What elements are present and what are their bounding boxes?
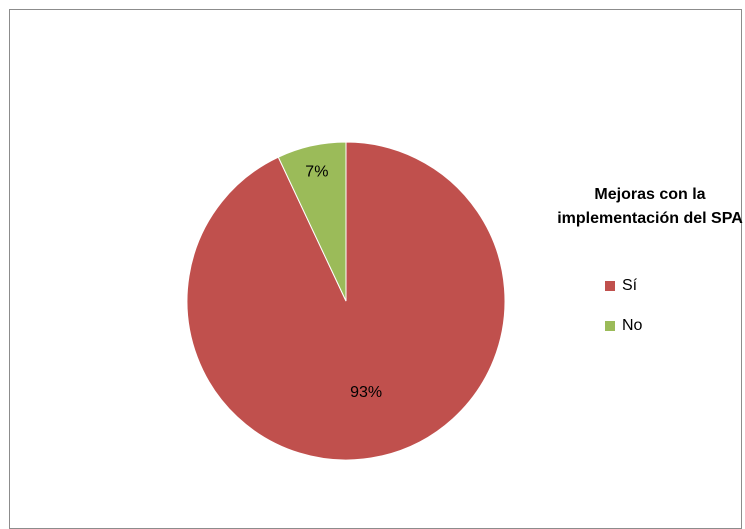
pie-data-labels: 93% 7% <box>305 164 382 401</box>
legend-label-no: No <box>622 317 643 334</box>
legend-item-si: Sí <box>605 276 637 296</box>
data-label-no: 7% <box>305 164 328 181</box>
pie-slice-no <box>277 141 347 302</box>
legend-swatch-no <box>605 321 615 331</box>
legend-title: Mejoras con la implementación del SPA <box>557 186 743 227</box>
legend-item-no: No <box>605 316 642 336</box>
legend-swatch-si <box>605 281 615 291</box>
pie-chart: 93% 7% <box>186 141 506 461</box>
pie-slices <box>186 141 506 461</box>
data-label-si: 93% <box>350 384 382 401</box>
legend-label-si: Sí <box>622 277 638 294</box>
